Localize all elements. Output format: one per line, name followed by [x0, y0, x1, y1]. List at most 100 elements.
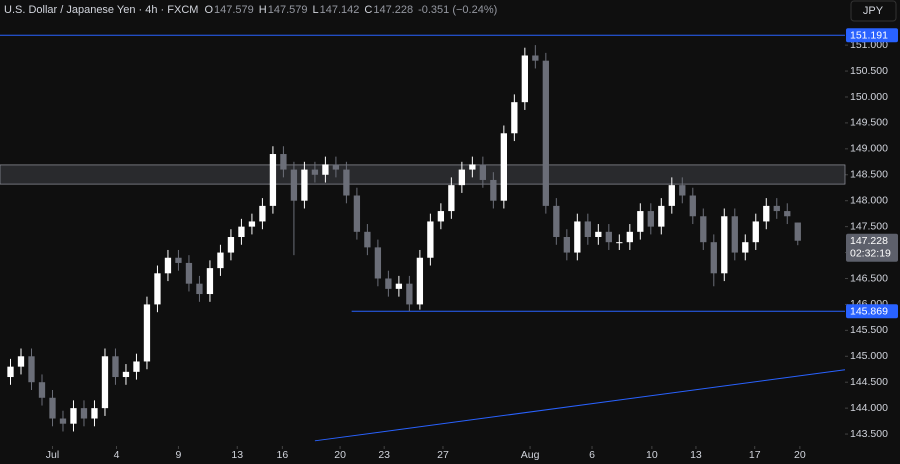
candle-body [332, 164, 340, 170]
y-tick-label: 149.500 [850, 117, 888, 129]
candle-body [794, 222, 801, 241]
candle-body [91, 408, 98, 419]
candle-body [731, 216, 738, 253]
last-price-box [846, 233, 898, 262]
candle-body [101, 356, 109, 409]
ohlc-value: 147.228 [373, 4, 413, 16]
candle-body [721, 216, 728, 274]
x-tick-label: 16 [277, 449, 289, 461]
candle-body [479, 164, 487, 180]
x-tick-label: Jul [46, 449, 59, 461]
last-price-label: 147.228 [850, 235, 888, 247]
y-tick-label: 150.000 [850, 91, 888, 103]
candle-body [458, 169, 466, 186]
header: U.S. Dollar / Japanese Yen · 4h · FXCM O… [4, 4, 497, 16]
candle-body [658, 205, 665, 227]
candle-body [700, 216, 707, 243]
candle-body [311, 169, 319, 175]
candle-body [17, 356, 25, 367]
trendline [314, 369, 846, 442]
ohlc-value: 147.142 [320, 4, 360, 16]
candle-body [364, 231, 371, 248]
candle-body [427, 221, 434, 258]
x-tick-label: 20 [334, 449, 346, 461]
x-tick-label: 13 [690, 449, 702, 461]
candle-body [112, 356, 119, 378]
candle-body [269, 154, 277, 206]
candle-body [437, 211, 445, 222]
ohlc-label: H [259, 4, 267, 16]
candle-body [59, 418, 67, 424]
candle-body [406, 283, 413, 305]
candle-body [217, 252, 224, 269]
level-price-label: 145.869 [850, 305, 888, 317]
candle-body [238, 226, 245, 238]
candle-body [490, 179, 497, 201]
y-tick-label: 148.000 [850, 194, 888, 206]
currency-button[interactable] [850, 0, 897, 22]
candle-body [133, 361, 140, 372]
candle-body [395, 283, 403, 289]
change-value: -0.351 (−0.24%) [418, 4, 497, 16]
candle-body [637, 211, 644, 232]
x-tick-label: 9 [176, 449, 182, 461]
candle-body [290, 169, 298, 201]
level-price-label: 151.191 [850, 29, 888, 41]
x-tick-label: 17 [749, 449, 761, 461]
x-tick-label: 27 [437, 449, 449, 461]
candle-body [742, 242, 749, 253]
candle-body [49, 397, 56, 419]
ohlc-label: L [312, 4, 318, 16]
candle-body [175, 257, 182, 263]
y-tick-label: 147.500 [850, 220, 888, 232]
candle-body [710, 242, 717, 274]
candle-body [763, 205, 770, 222]
candle-body [7, 366, 14, 378]
countdown-label: 02:32:19 [850, 248, 891, 260]
ohlc-value: 147.579 [268, 4, 308, 16]
candle-body [38, 382, 46, 398]
y-tick-label: 148.500 [850, 169, 888, 181]
candle-body [532, 55, 539, 61]
candle-body [80, 408, 88, 419]
candle-body [689, 195, 696, 217]
candle-body [343, 169, 350, 196]
candle-body [616, 242, 623, 244]
candle-body [563, 237, 570, 253]
x-tick-label: Aug [521, 449, 540, 461]
candle-body [301, 169, 308, 201]
candle-body [542, 60, 549, 206]
x-tick-label: 13 [231, 449, 243, 461]
y-tick-label: 143.500 [850, 428, 888, 440]
candle-body [122, 371, 130, 378]
candle-body [280, 154, 287, 170]
candle-body [416, 257, 424, 305]
level-price-box [846, 304, 898, 319]
candle-body [227, 237, 235, 253]
x-tick-label: 10 [646, 449, 658, 461]
candle-body [773, 205, 780, 212]
symbol-title: U.S. Dollar / Japanese Yen · 4h · FXCM [4, 4, 198, 16]
x-tick-label: 23 [378, 449, 390, 461]
y-tick-label: 145.500 [850, 324, 888, 336]
candle-body [353, 195, 361, 232]
candle-body [374, 247, 382, 279]
x-tick-label: 6 [589, 449, 595, 461]
candle-body [553, 205, 560, 238]
candle-body [70, 408, 77, 424]
candle-body [143, 304, 151, 362]
currency-label[interactable]: JPY [863, 5, 884, 17]
y-tick-label: 146.500 [850, 272, 888, 284]
candle-body [605, 231, 612, 243]
candle-body [584, 221, 591, 238]
y-tick-label: 145.000 [850, 350, 888, 362]
resistance-zone [0, 164, 846, 185]
candle-body [521, 55, 528, 103]
candle-body [385, 278, 392, 289]
candle-body [28, 356, 35, 383]
candle-body [469, 164, 476, 170]
y-tick-label: 144.500 [850, 376, 888, 388]
